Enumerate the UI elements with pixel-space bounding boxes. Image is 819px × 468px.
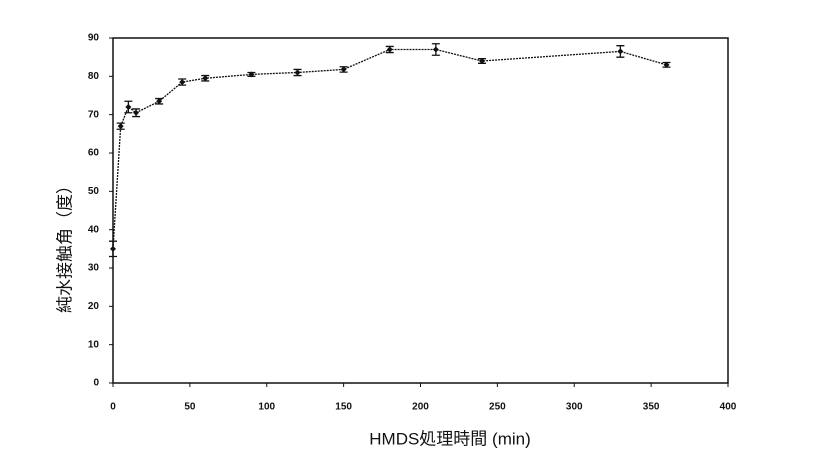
plot-frame bbox=[112, 37, 729, 384]
data-point bbox=[617, 48, 624, 55]
y-axis-label: 純水接触角（度） bbox=[55, 177, 74, 313]
data-point bbox=[125, 104, 132, 110]
x-tick-label: 250 bbox=[489, 402, 506, 413]
data-point bbox=[179, 79, 186, 86]
data-line bbox=[112, 48, 667, 249]
data-point bbox=[386, 46, 393, 53]
data-point bbox=[156, 98, 163, 105]
data-point bbox=[248, 71, 255, 78]
y-tick-label: 20 bbox=[88, 301, 100, 312]
data-point bbox=[110, 245, 116, 252]
data-point bbox=[340, 66, 347, 73]
x-tick-label: 100 bbox=[258, 402, 275, 413]
x-tick-label: 400 bbox=[720, 402, 737, 413]
data-point bbox=[117, 123, 124, 130]
y-tick-label: 40 bbox=[88, 224, 100, 235]
x-tick-label: 150 bbox=[335, 402, 352, 413]
data-point bbox=[663, 61, 670, 68]
x-tick-label: 0 bbox=[110, 402, 116, 413]
y-tick-label: 70 bbox=[88, 109, 100, 120]
x-tick-label: 200 bbox=[412, 402, 429, 413]
y-tick-label: 60 bbox=[88, 148, 100, 159]
data-point bbox=[294, 69, 301, 76]
y-tick-label: 10 bbox=[88, 339, 100, 350]
x-tick-label: 350 bbox=[643, 402, 660, 413]
data-point bbox=[202, 75, 209, 82]
data-point bbox=[432, 46, 439, 53]
y-tick-label: 30 bbox=[88, 263, 100, 274]
x-tick-label: 50 bbox=[184, 402, 196, 413]
x-tick-label: 300 bbox=[566, 402, 583, 413]
data-point bbox=[133, 109, 140, 116]
y-tick-label: 50 bbox=[88, 186, 100, 197]
x-axis-label: HMDS処理時間 (min) bbox=[369, 429, 531, 448]
y-tick-label: 90 bbox=[88, 33, 100, 44]
y-tick-label: 0 bbox=[93, 378, 99, 389]
data-point bbox=[479, 58, 485, 64]
y-tick-label: 80 bbox=[88, 71, 100, 82]
